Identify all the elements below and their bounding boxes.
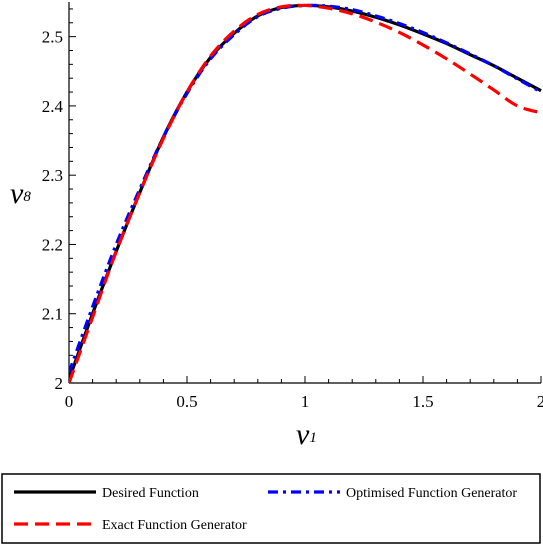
x-tick-label: 2 [537,392,543,411]
axis-labels: v8 v1 [10,177,317,451]
x-tick-label: 0 [65,392,74,411]
legend-label-1: Desired Function [102,486,199,501]
series-layer [69,3,542,383]
y-tick-label: 2 [55,374,64,393]
y-tick-label: 2.5 [42,28,63,47]
y-tick-label: 2.4 [42,97,64,116]
legend: Desired Function Optimised Function Gener… [1,473,541,544]
axes: 0 0.5 1 1.5 2 2 2.1 2.2 2.3 2.4 2.5 [42,2,543,411]
y-tick-label: 2.3 [42,166,63,185]
x-tick-label: 0.5 [176,392,197,411]
x-tick-label: 1.5 [412,392,433,411]
x-tick-label: 1 [301,392,310,411]
x-axis-label: v1 [296,418,317,451]
series-line-3 [69,3,542,383]
legend-label-2: Optimised Function Generator [346,486,517,501]
y-axis-label: v8 [10,177,31,210]
y-tick-label: 2.1 [42,305,63,324]
legend-box [1,473,541,544]
legend-label-3: Exact Function Generator [102,518,247,533]
y-tick-label: 2.2 [42,235,63,254]
